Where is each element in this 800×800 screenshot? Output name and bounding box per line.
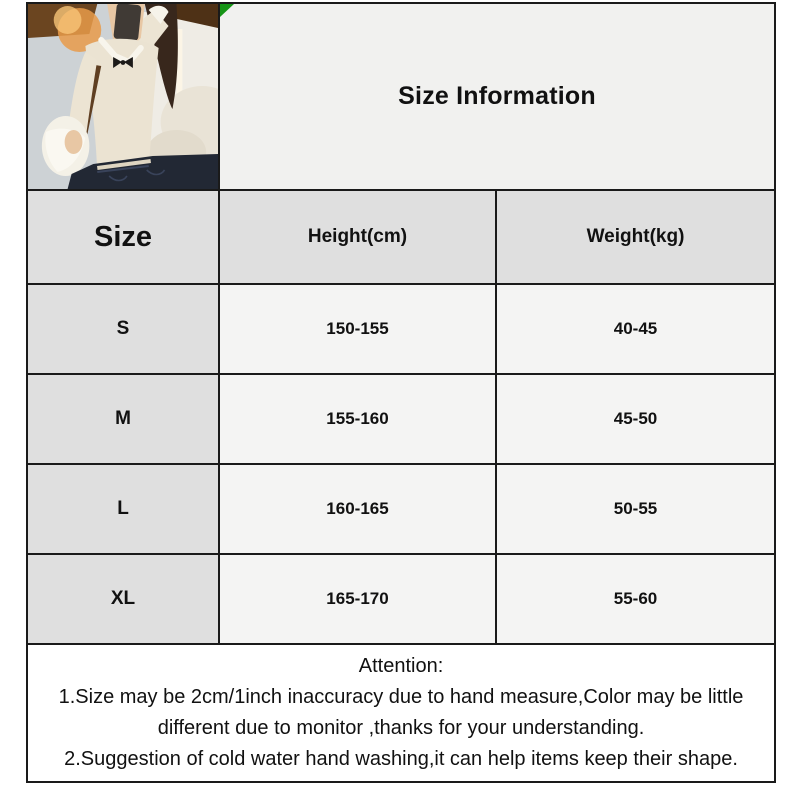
weight-value: 50-55 [494,463,777,555]
size-chart-table: Size Information Size Height(cm) Weight(… [25,2,777,783]
attention-note-2: 2.Suggestion of cold water hand washing,… [64,748,738,770]
table-header-row: Size Height(cm) Weight(kg) [26,189,777,285]
weight-value: 40-45 [494,283,777,375]
height-value: 155-160 [218,373,497,465]
table-row-l: L 160-165 50-55 [26,463,777,555]
corner-flag-icon [220,4,234,17]
column-header-size: Size [26,189,220,285]
column-header-weight: Weight(kg) [494,189,777,285]
table-row-s: S 150-155 40-45 [26,283,777,375]
size-label: L [26,463,220,555]
attention-section: Attention: 1.Size may be 2cm/1inch inacc… [25,643,777,783]
table-row-xl: XL 165-170 55-60 [26,553,777,645]
attention-heading: Attention: [358,655,444,677]
attention-note-1: 1.Size may be 2cm/1inch inaccuracy due t… [58,686,744,739]
height-value: 160-165 [218,463,497,555]
title-cell: Size Information [217,2,777,191]
attention-row: Attention: 1.Size may be 2cm/1inch inacc… [25,643,777,783]
top-row: Size Information [26,2,777,191]
weight-value: 45-50 [494,373,777,465]
product-photo-cell [26,2,220,191]
product-photo [28,4,218,189]
size-label: M [26,373,220,465]
page-title: Size Information [398,82,596,110]
table-row-m: M 155-160 45-50 [26,373,777,465]
column-header-height: Height(cm) [218,189,497,285]
weight-value: 55-60 [494,553,777,645]
size-label: S [26,283,220,375]
height-value: 165-170 [218,553,497,645]
size-label: XL [26,553,220,645]
height-value: 150-155 [218,283,497,375]
